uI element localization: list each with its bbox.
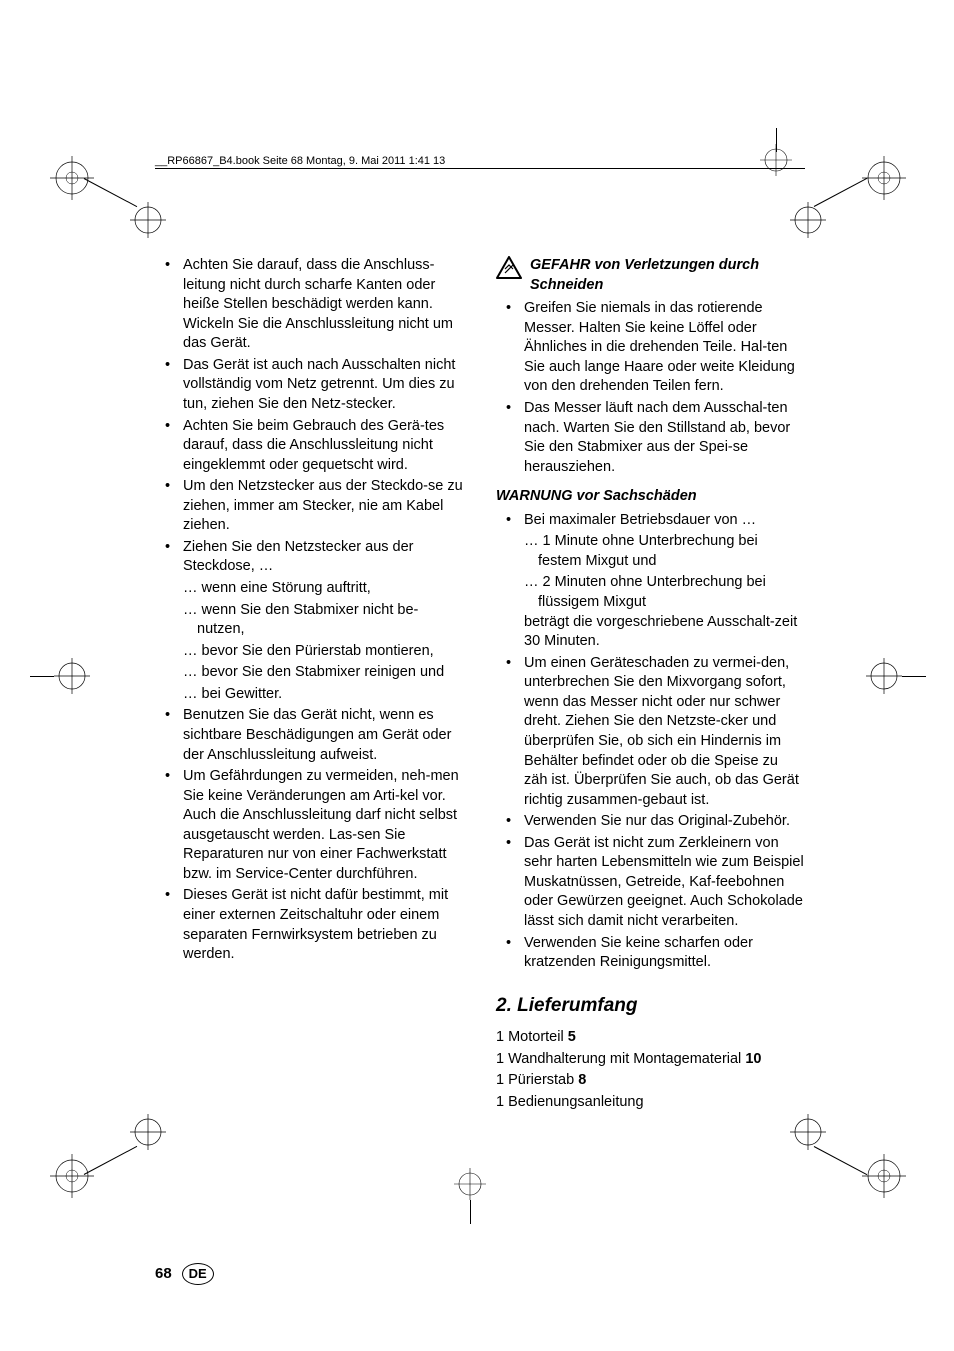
sub-item: … bei Gewitter. <box>183 685 464 705</box>
sub-item: … bevor Sie den Pürierstab montieren, <box>183 642 464 662</box>
left-column: Achten Sie darauf, dass die Anschluss-le… <box>155 256 464 1115</box>
reg-mark-br-outer <box>856 1148 912 1204</box>
bullet-item: Um einen Geräteschaden zu vermei-den, un… <box>496 654 805 811</box>
reg-line-bc <box>470 1200 471 1224</box>
bullet-item: Verwenden Sie keine scharfen oder kratze… <box>496 934 805 973</box>
reg-line-mr <box>902 676 926 677</box>
language-badge: DE <box>182 1263 214 1285</box>
warning-triangle-icon <box>496 256 522 280</box>
bullet-item: Greifen Sie niemals in das rotierende Me… <box>496 299 805 397</box>
left-bullet-list: Achten Sie darauf, dass die Anschluss-le… <box>155 256 464 965</box>
delivery-item: 1 Wandhalterung mit Montagematerial 10 <box>496 1050 805 1070</box>
danger-bullet-list: Greifen Sie niemals in das rotierende Me… <box>496 299 805 477</box>
bullet-item: Verwenden Sie nur das Original-Zubehör. <box>496 812 805 832</box>
reg-mark-tl-outer <box>44 150 100 206</box>
page-number: 68 <box>155 1264 172 1284</box>
sub-item: … bevor Sie den Stabmixer reinigen und <box>183 663 464 683</box>
bullet-item: Das Messer läuft nach dem Ausschal-ten n… <box>496 399 805 477</box>
delivery-item: 1 Bedienungsanleitung <box>496 1093 805 1113</box>
page-footer: 68 DE <box>155 1263 805 1285</box>
bullet-item: Das Gerät ist auch nach Ausschalten nich… <box>155 356 464 415</box>
bullet-item: Achten Sie beim Gebrauch des Gerä-tes da… <box>155 417 464 476</box>
sub-item: … 2 Minuten ohne Unterbrechung bei flüss… <box>524 573 805 612</box>
danger-title: GEFAHR von Verletzungen durch Schneiden <box>530 256 805 295</box>
delivery-item: 1 Motorteil 5 <box>496 1028 805 1048</box>
bullet-item: Um den Netzstecker aus der Steckdo-se zu… <box>155 477 464 536</box>
reg-line-ml <box>30 676 54 677</box>
right-column: GEFAHR von Verletzungen durch Schneiden … <box>496 256 805 1115</box>
bullet-item: Achten Sie darauf, dass die Anschluss-le… <box>155 256 464 354</box>
content-columns: Achten Sie darauf, dass die Anschluss-le… <box>155 256 805 1115</box>
bullet-tail: beträgt die vorgeschriebene Ausschalt-ze… <box>524 613 805 652</box>
sub-item: … wenn eine Störung auftritt, <box>183 579 464 599</box>
bullet-item: Ziehen Sie den Netzstecker aus der Steck… <box>155 538 464 705</box>
bullet-item: Bei maximaler Betriebsdauer von …… 1 Min… <box>496 511 805 652</box>
warning-title: WARNUNG vor Sachschäden <box>496 487 805 507</box>
sub-item: … wenn Sie den Stabmixer nicht be-nutzen… <box>183 601 464 640</box>
bullet-item: Benutzen Sie das Gerät nicht, wenn es si… <box>155 706 464 765</box>
sub-item: … 1 Minute ohne Unterbrechung bei festem… <box>524 532 805 571</box>
bullet-item: Dieses Gerät ist nicht dafür bestimmt, m… <box>155 886 464 964</box>
delivery-item: 1 Pürierstab 8 <box>496 1071 805 1091</box>
reg-line-tr-v <box>776 128 777 152</box>
delivery-list: 1 Motorteil 51 Wandhalterung mit Montage… <box>496 1028 805 1112</box>
header-text: __RP66867_B4.book Seite 68 Montag, 9. Ma… <box>155 154 445 169</box>
bullet-item: Das Gerät ist nicht zum Zerkleinern von … <box>496 834 805 932</box>
reg-mark-tr-inner <box>780 192 836 248</box>
danger-heading: GEFAHR von Verletzungen durch Schneiden <box>496 256 805 295</box>
warning-bullet-list: Bei maximaler Betriebsdauer von …… 1 Min… <box>496 511 805 973</box>
section-heading: 2. Lieferumfang <box>496 993 805 1019</box>
reg-mark-tl-inner <box>120 192 176 248</box>
bullet-item: Um Gefährdungen zu vermeiden, neh-men Si… <box>155 767 464 884</box>
reg-mark-bl-outer <box>44 1148 100 1204</box>
reg-mark-bc <box>450 1164 490 1204</box>
